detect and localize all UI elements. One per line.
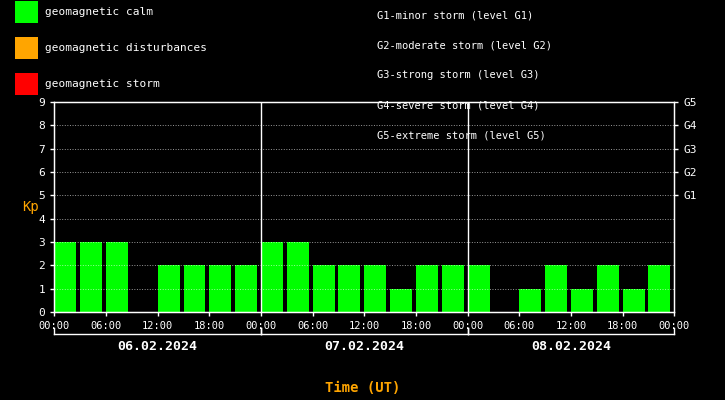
Text: 08.02.2024: 08.02.2024 [531, 340, 611, 353]
Bar [571, 289, 593, 312]
Text: 06.02.2024: 06.02.2024 [117, 340, 198, 353]
Bar [468, 265, 489, 312]
Bar [287, 242, 309, 312]
Text: G1-minor storm (level G1): G1-minor storm (level G1) [377, 10, 534, 20]
Text: Time (UT): Time (UT) [325, 381, 400, 395]
Text: G5-extreme storm (level G5): G5-extreme storm (level G5) [377, 130, 546, 140]
Text: geomagnetic disturbances: geomagnetic disturbances [45, 43, 207, 53]
Bar [261, 242, 283, 312]
Bar [80, 242, 102, 312]
Bar [390, 289, 412, 312]
Bar [519, 289, 542, 312]
Bar [623, 289, 645, 312]
Bar [235, 265, 257, 312]
Text: geomagnetic calm: geomagnetic calm [45, 7, 153, 17]
Bar [210, 265, 231, 312]
Text: 07.02.2024: 07.02.2024 [324, 340, 405, 353]
Text: G3-strong storm (level G3): G3-strong storm (level G3) [377, 70, 539, 80]
Text: G2-moderate storm (level G2): G2-moderate storm (level G2) [377, 40, 552, 50]
Text: geomagnetic storm: geomagnetic storm [45, 79, 160, 89]
Bar [183, 265, 205, 312]
Bar [339, 265, 360, 312]
Text: G4-severe storm (level G4): G4-severe storm (level G4) [377, 100, 539, 110]
Bar [157, 265, 180, 312]
Bar [545, 265, 567, 312]
Y-axis label: Kp: Kp [22, 200, 38, 214]
Bar [648, 265, 671, 312]
Bar [364, 265, 386, 312]
Bar [106, 242, 128, 312]
Bar [416, 265, 438, 312]
Bar [442, 265, 464, 312]
Bar [597, 265, 618, 312]
Bar [312, 265, 335, 312]
Bar [54, 242, 76, 312]
